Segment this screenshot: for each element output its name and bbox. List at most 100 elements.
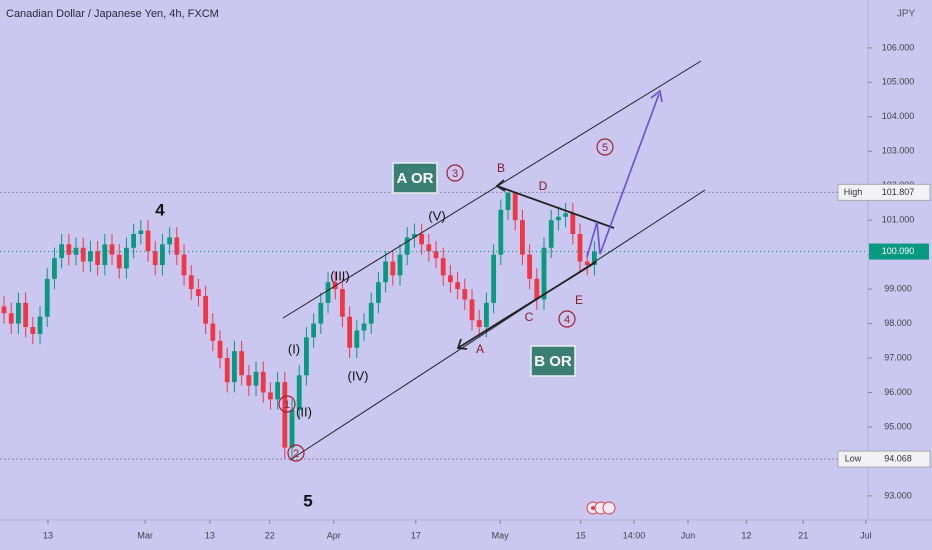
candle-body <box>584 261 590 265</box>
candle-body <box>534 278 540 300</box>
x-tick-label: 13 <box>205 530 215 540</box>
candle-body <box>404 237 410 255</box>
candle-body <box>217 340 223 359</box>
candle-body <box>361 323 367 331</box>
candle-body <box>37 316 43 334</box>
candle-body <box>548 220 554 248</box>
y-tick-label: 98.000 <box>884 318 912 328</box>
candle-body <box>80 247 86 262</box>
x-tick-label: May <box>492 530 510 540</box>
candle-body <box>30 327 36 334</box>
wave-label: C <box>525 310 534 324</box>
wave-label: 5 <box>602 142 608 154</box>
wave-label: 2 <box>293 448 299 460</box>
wave-label: 4 <box>155 200 165 219</box>
wave-circle <box>287 444 305 462</box>
wave-circle <box>596 138 614 156</box>
candle-body <box>577 233 583 262</box>
triangle-lower <box>457 261 597 349</box>
candle-body <box>592 251 597 265</box>
y-tick-label: 101.000 <box>882 215 915 225</box>
candle-body <box>188 275 194 290</box>
candle-body <box>419 233 425 245</box>
candle-body <box>116 254 122 269</box>
candle-body <box>152 251 158 265</box>
candle-body <box>426 244 432 252</box>
price-label-box <box>837 183 931 201</box>
candle-body <box>16 302 21 324</box>
arrow-head <box>456 338 468 350</box>
wave-label: D <box>539 179 548 193</box>
price-line-value: 94.068 <box>884 453 912 463</box>
candle-body <box>145 230 151 252</box>
candle-body <box>95 251 101 265</box>
candle-body <box>354 330 360 348</box>
candle-body <box>505 192 511 210</box>
candle-body <box>563 213 569 217</box>
wave-circle <box>558 310 576 328</box>
candle-body <box>102 244 108 265</box>
wave-label: (II) <box>296 404 312 419</box>
projection-arrow <box>650 89 663 103</box>
x-tick-label: Jun <box>681 530 696 540</box>
candle-body <box>296 375 302 410</box>
candle-body <box>412 233 417 238</box>
wave-label: 1 <box>284 399 290 411</box>
candle-body <box>311 323 317 338</box>
x-tick-label: 14:00 <box>623 530 646 540</box>
label-box-text: A OR <box>397 170 434 187</box>
label-box <box>530 345 576 377</box>
wave-label: 3 <box>452 168 458 180</box>
candle-body <box>246 375 252 386</box>
candle-body <box>268 392 273 400</box>
candle-body <box>383 261 389 283</box>
arrow-head <box>495 179 506 192</box>
x-tick-label: Jul <box>860 530 872 540</box>
candle-body <box>498 209 504 255</box>
y-tick-label: 104.000 <box>882 111 915 121</box>
candle-body <box>462 289 468 300</box>
candle-body <box>88 251 93 262</box>
y-tick-label: 103.000 <box>882 146 915 156</box>
y-tick-label: 105.000 <box>882 77 915 87</box>
candle-body <box>397 254 403 276</box>
candle-body <box>160 244 165 265</box>
wave-label: (III) <box>330 268 350 283</box>
y-tick-label: 95.000 <box>884 421 912 431</box>
candle-body <box>491 254 497 303</box>
candle-body <box>476 320 482 328</box>
candle-body <box>347 316 353 348</box>
candle-body <box>260 371 266 393</box>
candle-body <box>512 192 518 221</box>
candle-body <box>570 213 576 234</box>
triangle-upper <box>496 185 615 229</box>
candle-body <box>253 371 259 386</box>
candle-body <box>52 258 57 279</box>
x-tick-label: 12 <box>741 530 751 540</box>
price-line-name: High <box>844 187 863 197</box>
candle-body <box>174 237 180 255</box>
candle-body <box>124 247 129 269</box>
candle-body <box>275 382 281 400</box>
x-tick-label: 17 <box>411 530 421 540</box>
candle-body <box>368 302 374 324</box>
y-tick-label: 97.000 <box>884 352 912 362</box>
candle-body <box>318 302 324 324</box>
candle-body <box>433 251 439 259</box>
candle-body <box>224 358 230 383</box>
candle-body <box>23 302 29 328</box>
candle-body <box>520 220 525 255</box>
wave-circle <box>446 164 464 182</box>
wave-label: (I) <box>288 341 300 356</box>
candle-body <box>541 247 547 300</box>
candle-body <box>66 244 72 255</box>
last-price-box <box>869 243 929 260</box>
x-tick-label: Mar <box>137 530 153 540</box>
wave-label: 5 <box>303 491 312 510</box>
candle-body <box>210 323 216 341</box>
candle-body <box>131 233 137 248</box>
candle-body <box>527 254 533 279</box>
wave-label: 4 <box>564 314 570 326</box>
